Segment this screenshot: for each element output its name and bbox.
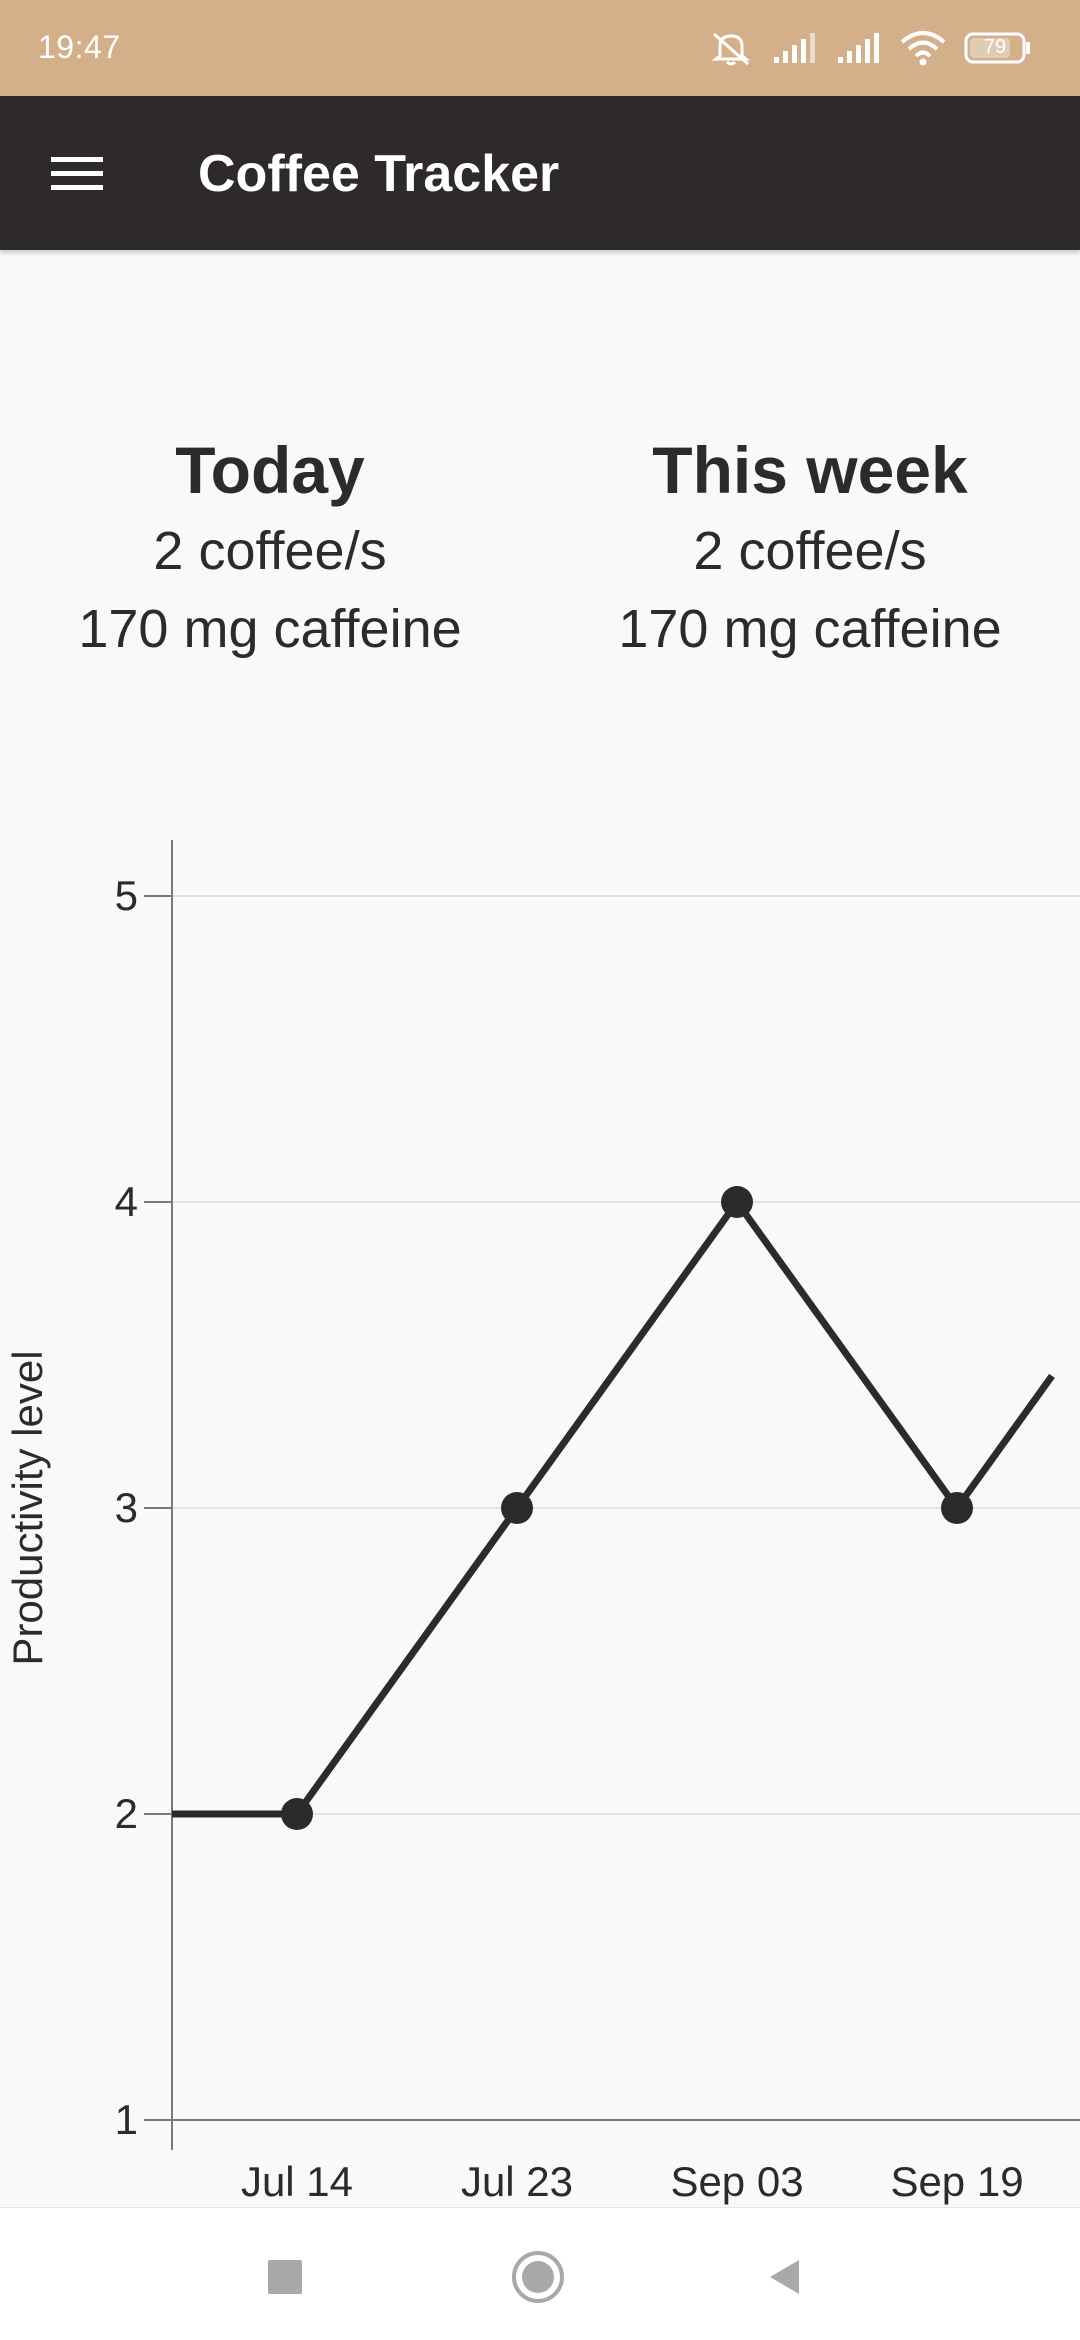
status-time: 19:47: [38, 29, 121, 65]
mute-icon: [708, 28, 754, 68]
app-bar: Coffee Tracker: [0, 96, 1080, 250]
signal-icon: [836, 31, 882, 65]
wifi-icon: [900, 30, 946, 66]
y-tick-label: 5: [115, 872, 138, 919]
today-summary: Today 2 coffee/s 170 mg caffeine: [0, 428, 540, 668]
today-caffeine: 170 mg caffeine: [78, 599, 462, 659]
y-tick-label: 3: [115, 1484, 138, 1531]
data-point: [941, 1492, 973, 1524]
chart-svg: 1 2 3 4 5 Productivity level Jul 14 Jul 23 Sep 0…: [4, 840, 1080, 2205]
status-bar: 19:47: [0, 0, 1080, 96]
app-title: Coffee Tracker: [198, 145, 560, 203]
series-line: [172, 1198, 1055, 1818]
battery-level: 79: [983, 36, 1007, 58]
y-tick-label: 2: [115, 1790, 138, 1837]
back-triangle-icon: [770, 2260, 799, 2294]
data-point: [281, 1798, 313, 1830]
x-tick-label: Jul 14: [241, 2158, 353, 2205]
home-button[interactable]: [503, 2242, 573, 2312]
recents-square-icon: [268, 2260, 302, 2294]
y-tick-label: 4: [115, 1178, 138, 1225]
hamburger-menu-icon: [51, 157, 103, 190]
week-coffees: 2 coffee/s: [693, 521, 927, 581]
today-coffees: 2 coffee/s: [153, 521, 387, 581]
x-tick-label: Sep 03: [670, 2158, 803, 2205]
data-point: [721, 1186, 753, 1218]
recents-button[interactable]: [250, 2242, 320, 2312]
menu-button[interactable]: [40, 140, 114, 206]
x-tick-label: Jul 23: [461, 2158, 573, 2205]
y-axis-label: Productivity level: [4, 1350, 51, 1665]
battery-icon: 79: [964, 31, 1032, 65]
today-title: Today: [175, 433, 365, 507]
productivity-chart[interactable]: 1 2 3 4 5 Productivity level Jul 14 Jul 23 Sep 0…: [0, 820, 1080, 2210]
system-nav-bar: [0, 2207, 1080, 2340]
signal-icon: [772, 31, 818, 65]
y-tick-label: 1: [115, 2096, 138, 2143]
week-summary: This week 2 coffee/s 170 mg caffeine: [540, 428, 1080, 668]
back-button[interactable]: [750, 2242, 820, 2312]
data-point: [501, 1492, 533, 1524]
week-caffeine: 170 mg caffeine: [618, 599, 1002, 659]
status-icons: 79: [708, 24, 1032, 72]
x-tick-label: Sep 19: [890, 2158, 1023, 2205]
home-circle-icon: [512, 2251, 564, 2303]
week-title: This week: [652, 433, 968, 507]
